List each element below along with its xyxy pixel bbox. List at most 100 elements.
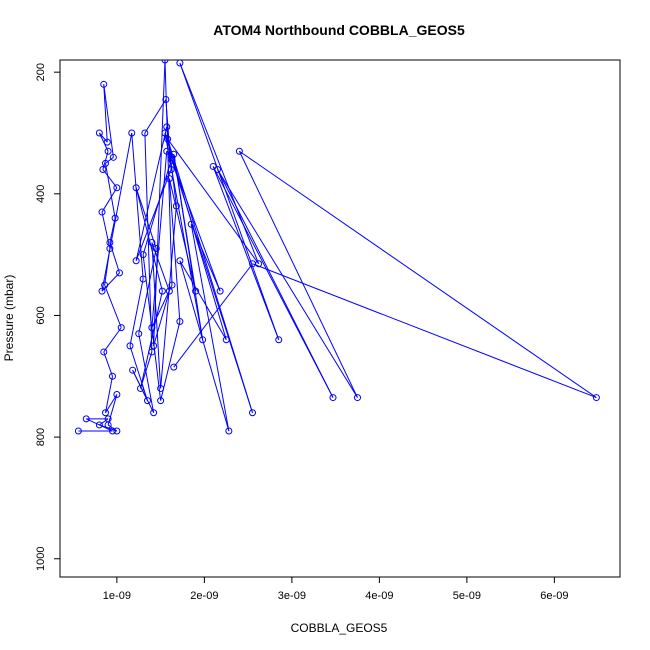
- data-point: [103, 138, 111, 146]
- data-point: [100, 348, 108, 356]
- data-point: [222, 336, 230, 344]
- data-point: [109, 372, 116, 380]
- x-tick-label: 3e-09: [278, 590, 306, 602]
- x-tick-label: 5e-09: [453, 590, 481, 602]
- series-segment: [238, 151, 358, 398]
- data-point: [161, 60, 169, 64]
- data-point: [176, 257, 184, 265]
- x-tick-label: 4e-09: [365, 590, 393, 602]
- x-axis: 1e-09 2e-09 3e-09 4e-09 5e-09 6e-09: [103, 577, 568, 602]
- data-point: [102, 409, 109, 417]
- series-segment: [217, 169, 358, 398]
- x-tick-label: 2e-09: [190, 590, 218, 602]
- data-point: [216, 287, 224, 295]
- series-segment: [140, 351, 153, 389]
- plot-frame: [59, 59, 621, 578]
- series-segment: [129, 345, 148, 401]
- data-point: [101, 281, 109, 289]
- series-segment: [98, 132, 108, 143]
- data-point: [100, 80, 108, 88]
- data-point: [132, 184, 140, 192]
- data-point: [99, 165, 107, 173]
- data-point: [95, 129, 103, 137]
- data-point: [106, 238, 114, 246]
- series-segment: [103, 84, 108, 143]
- data-point: [199, 336, 207, 344]
- series-segment: [142, 157, 173, 255]
- series-segment: [168, 178, 197, 292]
- data-point: [158, 287, 166, 295]
- data-point: [168, 281, 176, 289]
- y-axis-label: Pressure (mbar): [2, 275, 16, 362]
- series-segment: [168, 178, 181, 322]
- data-point: [150, 409, 158, 417]
- series-segment: [167, 138, 253, 413]
- data-point: [104, 147, 112, 155]
- series-segment: [109, 218, 116, 243]
- data-point: [98, 287, 106, 295]
- series-segment: [212, 166, 280, 340]
- x-tick-label: 1e-09: [103, 590, 131, 602]
- series-segment: [164, 132, 204, 340]
- data-point: [74, 427, 82, 435]
- data-point: [113, 391, 121, 399]
- chart-title: ATOM4 Northbound COBBLA_GEOS5: [213, 22, 465, 38]
- data-point: [141, 129, 149, 137]
- series-segment: [151, 284, 173, 328]
- series-segment: [138, 333, 155, 413]
- data-point: [102, 159, 109, 167]
- series-segment: [179, 260, 230, 432]
- data-point: [176, 318, 184, 326]
- data-point: [187, 220, 195, 228]
- data-point: [157, 397, 165, 405]
- data-point: [132, 257, 140, 265]
- series-segment: [151, 151, 168, 328]
- series-segment: [105, 163, 116, 219]
- data-point: [168, 156, 176, 164]
- data-point: [148, 324, 156, 332]
- data-point: [116, 269, 123, 277]
- series-segment: [151, 242, 162, 389]
- series-segment: [99, 418, 109, 426]
- series-segment: [103, 327, 122, 353]
- series-segment: [167, 138, 260, 265]
- data-point: [235, 147, 243, 155]
- series-segment: [239, 150, 597, 398]
- data-point: [148, 348, 156, 356]
- series-segment: [160, 205, 177, 389]
- data-point: [95, 421, 103, 429]
- data-point: [113, 427, 121, 435]
- series-segment: [135, 169, 172, 261]
- series-segment: [190, 224, 230, 432]
- data-point: [165, 287, 173, 295]
- series-segment: [105, 394, 118, 414]
- data-point: [592, 394, 600, 402]
- data-point: [249, 260, 256, 268]
- data-point: [157, 384, 165, 392]
- series-segment: [101, 211, 111, 249]
- series-segment: [153, 60, 166, 346]
- series-segment: [132, 369, 155, 413]
- data-point: [98, 208, 106, 216]
- series-points: [74, 60, 600, 435]
- data-point: [354, 394, 361, 402]
- series-segment: [142, 254, 162, 401]
- series-segment: [129, 278, 144, 346]
- data-point: [192, 287, 200, 295]
- data-point: [111, 214, 119, 222]
- data-point: [225, 427, 233, 435]
- data-point: [129, 366, 137, 374]
- series-segment: [103, 351, 113, 377]
- data-point: [152, 245, 160, 253]
- data-point: [249, 409, 256, 417]
- series-segment: [105, 376, 113, 413]
- data-point: [109, 153, 117, 161]
- data-point: [170, 363, 178, 371]
- data-point: [113, 184, 121, 192]
- series-segment: [105, 156, 114, 164]
- series-segment: [102, 169, 118, 189]
- data-point: [150, 342, 158, 350]
- series-segment: [103, 84, 114, 158]
- series-segment: [153, 290, 170, 347]
